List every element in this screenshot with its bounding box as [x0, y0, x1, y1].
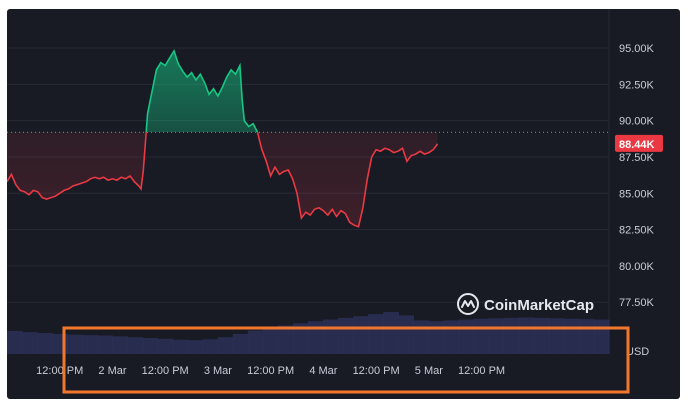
- volume-bar: [67, 334, 83, 354]
- volume-bar: [187, 340, 204, 354]
- x-tick-label: 12:00 PM: [36, 365, 83, 377]
- x-tick-label: 12:00 PM: [247, 365, 294, 377]
- y-tick-label: 85.00K: [619, 188, 655, 200]
- volume-bar: [157, 338, 174, 354]
- y-tick-label: 80.00K: [619, 261, 655, 273]
- price-line-down: [7, 132, 439, 228]
- coinmarketcap-watermark: CoinMarketCap: [457, 293, 594, 315]
- currency-label: USD: [626, 346, 649, 358]
- volume-bar: [563, 318, 580, 354]
- volume-bar: [112, 336, 128, 354]
- current-price-label: 88.44K: [619, 139, 655, 151]
- x-tick-label: 12:00 PM: [353, 365, 400, 377]
- y-axis: 95.00K 92.50K 90.00K 87.50K 85.00K 82.50K 80.0…: [619, 43, 655, 309]
- volume-bar: [232, 333, 249, 354]
- volume-bar: [308, 321, 324, 354]
- volume-bar: [262, 327, 279, 354]
- volume-bar: [488, 318, 505, 354]
- x-tick-label: 12:00 PM: [458, 365, 505, 377]
- volume-bar: [428, 321, 445, 354]
- x-tick-label: 5 Mar: [415, 365, 443, 377]
- x-tick-label: 3 Mar: [204, 365, 232, 377]
- volume-bar: [443, 320, 460, 354]
- volume-bar: [503, 317, 520, 354]
- volume-bar: [82, 335, 98, 354]
- price-line-up: [145, 49, 259, 133]
- volume-bar: [97, 335, 113, 354]
- volume-bar: [593, 319, 610, 354]
- volume-bar: [247, 330, 264, 354]
- volume-bar: [323, 319, 339, 354]
- y-tick-label: 90.00K: [619, 116, 655, 128]
- volume-bar: [142, 338, 159, 354]
- area-fill-above-baseline: [146, 51, 258, 133]
- volume-bar: [383, 312, 399, 354]
- volume-bar: [518, 317, 535, 354]
- y-tick-label: 92.50K: [619, 79, 655, 91]
- y-tick-label: 87.50K: [619, 152, 655, 164]
- price-chart: 95.00K 92.50K 90.00K 87.50K 85.00K 82.50K 80.0…: [7, 9, 663, 394]
- volume-bar: [473, 318, 490, 354]
- volume-bar: [202, 339, 219, 354]
- y-tick-label: 82.50K: [619, 225, 655, 237]
- current-price-badge: 88.44K: [615, 134, 663, 152]
- volume-bar: [217, 337, 234, 354]
- volume-bars: [7, 312, 610, 354]
- volume-bar: [353, 316, 369, 354]
- y-tick-label: 95.00K: [619, 43, 655, 55]
- volume-bar: [127, 337, 144, 354]
- chart-panel: 95.00K 92.50K 90.00K 87.50K 85.00K 82.50K 80.0…: [7, 9, 680, 399]
- volume-bar: [368, 314, 384, 354]
- watermark-text: CoinMarketCap: [484, 297, 594, 314]
- volume-bar: [413, 320, 429, 354]
- volume-bar: [277, 325, 294, 354]
- x-axis: 12:00 PM 2 Mar 12:00 PM 3 Mar 12:00 PM 4 Mar 1…: [36, 365, 505, 377]
- volume-bar: [578, 319, 595, 354]
- volume-bar: [548, 318, 565, 354]
- coinmarketcap-logo-icon: [457, 293, 479, 315]
- volume-bar: [338, 317, 354, 354]
- volume-bar: [458, 319, 475, 354]
- x-tick-label: 2 Mar: [98, 365, 126, 377]
- volume-bar: [398, 315, 414, 354]
- volume-bar: [172, 339, 189, 354]
- volume-bar: [37, 333, 53, 354]
- volume-bar: [533, 317, 550, 354]
- volume-bar: [292, 323, 309, 354]
- x-tick-label: 12:00 PM: [142, 365, 189, 377]
- volume-bar: [7, 330, 23, 354]
- current-price-background: [615, 134, 663, 152]
- y-tick-label: 77.50K: [619, 297, 655, 309]
- highlight-box: [62, 326, 630, 394]
- volume-bar: [22, 332, 38, 354]
- area-fill-below-baseline: [7, 132, 438, 227]
- x-tick-label: 4 Mar: [309, 365, 337, 377]
